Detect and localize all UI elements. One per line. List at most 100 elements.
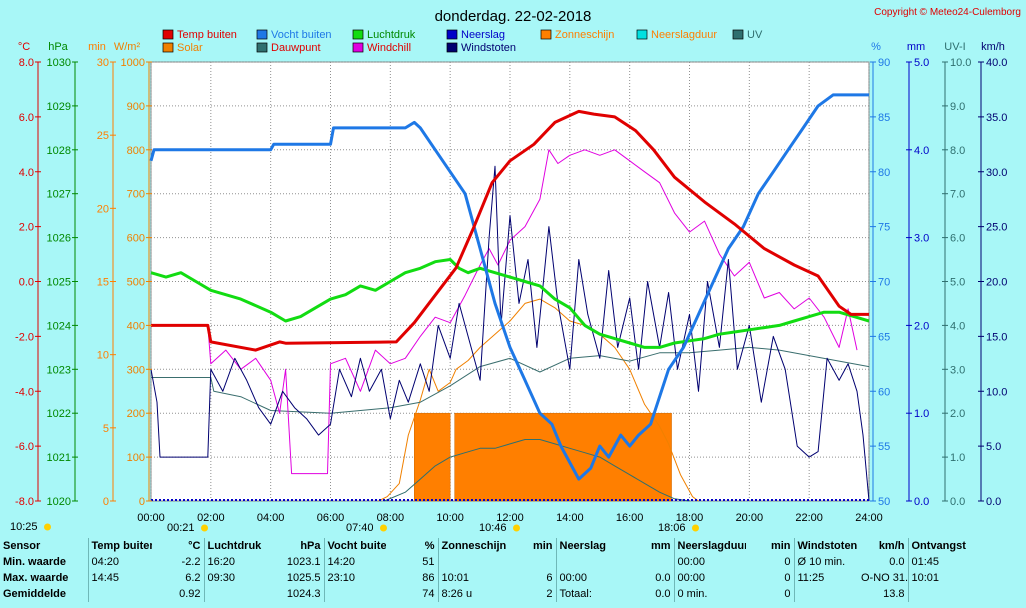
axis-tick-label-pressure: 1021 bbox=[47, 452, 71, 464]
axis-tick-label-solar: 0 bbox=[139, 496, 145, 508]
event-label: 00:21 bbox=[167, 522, 195, 534]
x-tick-label: 12:00 bbox=[496, 512, 524, 524]
axis-tick-label-minutes: 20 bbox=[97, 203, 109, 215]
stats-sensor-name: Temp buiten bbox=[87, 538, 152, 554]
legend-swatch bbox=[352, 29, 364, 40]
stats-time: 10:01 bbox=[437, 570, 506, 586]
axis-tick-label-minutes: 15 bbox=[97, 277, 109, 289]
event-label: 10:46 bbox=[479, 522, 507, 534]
stats-time bbox=[323, 586, 386, 602]
axis-tick-label-wind: 10.0 bbox=[986, 386, 1007, 398]
x-tick-label: 14:00 bbox=[556, 512, 584, 524]
axis-tick-label-pressure: 1026 bbox=[47, 233, 71, 245]
stats-time: 00:00 bbox=[673, 554, 746, 570]
axis-tick-label-minutes: 5 bbox=[103, 423, 109, 435]
axis-tick-label-rain: 1.0 bbox=[914, 408, 929, 420]
stats-time: 01:45 bbox=[907, 554, 990, 570]
x-tick-label: 16:00 bbox=[616, 512, 644, 524]
legend-label: Luchtdruk bbox=[367, 29, 416, 41]
stats-table-area: Sensor Temp buiten °C Luchtdruk hPa Vocht bui… bbox=[0, 538, 1026, 608]
stats-value: 74 bbox=[422, 588, 435, 600]
legend-label: Windchill bbox=[367, 42, 411, 54]
stats-time: 16:20 bbox=[203, 554, 264, 570]
stats-value: 2 bbox=[546, 588, 553, 600]
axis-tick-label-uv: 8.0 bbox=[950, 145, 965, 157]
stats-value: 6 bbox=[546, 572, 553, 584]
axis-tick-label-humidity: 50 bbox=[878, 496, 890, 508]
stats-sensor-name: Luchtdruk bbox=[203, 538, 264, 554]
stats-value: 0.0 bbox=[655, 572, 671, 584]
legend-swatch bbox=[352, 42, 364, 53]
stats-table: Sensor Temp buiten °C Luchtdruk hPa Vocht bui… bbox=[0, 538, 1026, 602]
stats-sensor-unit: % bbox=[990, 538, 1026, 554]
axis-tick-label-pressure: 1024 bbox=[47, 320, 71, 332]
stats-value: 0 bbox=[784, 556, 791, 568]
stats-sensor-unit: % bbox=[424, 540, 435, 552]
stats-value: 99 bbox=[990, 570, 1026, 586]
stats-row: Min. waarde 04:20 -2.2 16:20 1023.1 14:20 51 00… bbox=[0, 554, 1026, 570]
sun-marker-icon bbox=[513, 524, 520, 532]
axis-unit-humidity: % bbox=[871, 41, 881, 53]
stats-sensor-unit: °C bbox=[188, 540, 201, 552]
axis-tick-label-humidity: 90 bbox=[878, 57, 890, 69]
stats-value: 0.92 bbox=[179, 588, 201, 600]
stats-sensor-name: Vocht buiten bbox=[323, 538, 386, 554]
axis-tick-label-solar: 900 bbox=[127, 101, 145, 113]
stats-time: Totaal: bbox=[555, 586, 630, 602]
axis-tick-label-uv: 4.0 bbox=[950, 320, 965, 332]
axis-tick-label-humidity: 65 bbox=[878, 331, 890, 343]
legend-swatch bbox=[540, 29, 552, 40]
chart-title: donderdag. 22-02-2018 bbox=[435, 8, 592, 25]
stats-header-row: Sensor Temp buiten °C Luchtdruk hPa Vocht bui… bbox=[0, 538, 1026, 554]
axis-tick-label-wind: 5.0 bbox=[986, 441, 1001, 453]
axis-tick-label-rain: 5.0 bbox=[914, 57, 929, 69]
x-tick-label: 10:00 bbox=[436, 512, 464, 524]
axis-tick-label-solar: 500 bbox=[127, 277, 145, 289]
axis-tick-label-wind: 30.0 bbox=[986, 167, 1007, 179]
x-tick-label: 18:00 bbox=[676, 512, 704, 524]
stats-value bbox=[630, 554, 674, 570]
stats-row: Gemiddelde 0.92 1024.3 74 8:26 u 2 Totaal: 0.0 0… bbox=[0, 586, 1026, 602]
stats-value bbox=[506, 554, 556, 570]
axis-tick-label-solar: 700 bbox=[127, 189, 145, 201]
axis-tick-label-wind: 15.0 bbox=[986, 331, 1007, 343]
legend-label: Solar bbox=[177, 42, 203, 54]
stats-time: 09:30 bbox=[203, 570, 264, 586]
legend-swatch bbox=[636, 29, 648, 40]
axis-unit-temp: °C bbox=[18, 41, 30, 53]
legend-label: Dauwpunt bbox=[271, 42, 321, 54]
axis-tick-label-pressure: 1027 bbox=[47, 189, 71, 201]
legend-swatch bbox=[256, 42, 268, 53]
axis-tick-label-rain: 2.0 bbox=[914, 320, 929, 332]
axis-tick-label-pressure: 1023 bbox=[47, 364, 71, 376]
copyright: Copyright © Meteo24-Culemborg bbox=[874, 7, 1021, 18]
stats-value: 3 bbox=[990, 554, 1026, 570]
event-label: 10:25 bbox=[10, 521, 38, 533]
sun-marker-icon bbox=[44, 523, 51, 531]
stats-sensor-unit: hPa bbox=[300, 540, 321, 552]
stats-sensor-unit: km/h bbox=[878, 540, 905, 552]
legend-label: Neerslagduur bbox=[651, 29, 717, 41]
axis-tick-label-rain: 0.0 bbox=[914, 496, 929, 508]
stats-time: Ø 10 min. bbox=[793, 554, 858, 570]
stats-value: 0.0 bbox=[655, 588, 671, 600]
stats-time bbox=[793, 586, 858, 602]
legend-swatch bbox=[446, 42, 458, 53]
series-line-luchtdruk bbox=[150, 258, 870, 349]
axis-tick-label-uv: 9.0 bbox=[950, 101, 965, 113]
axis-tick-label-wind: 0.0 bbox=[986, 496, 1001, 508]
series-line-vocht-buiten bbox=[149, 93, 869, 481]
axis-tick-label-minutes: 30 bbox=[97, 57, 109, 69]
sun-marker-icon bbox=[380, 524, 387, 532]
stats-value: 51 bbox=[422, 556, 435, 568]
series-line-dauwpunt bbox=[151, 346, 870, 414]
event-label: 18:06 bbox=[658, 522, 686, 534]
stats-time: 0 min. bbox=[673, 586, 746, 602]
stats-sensor-name: Neerslagduur bbox=[673, 538, 746, 554]
series-line-solar bbox=[378, 298, 699, 502]
legend-label: Windstoten bbox=[461, 42, 516, 54]
stats-value: 0.0 bbox=[889, 556, 905, 568]
axis-tick-label-humidity: 85 bbox=[878, 112, 890, 124]
legend-swatch bbox=[446, 29, 458, 40]
stats-time: 00:00 bbox=[555, 570, 630, 586]
